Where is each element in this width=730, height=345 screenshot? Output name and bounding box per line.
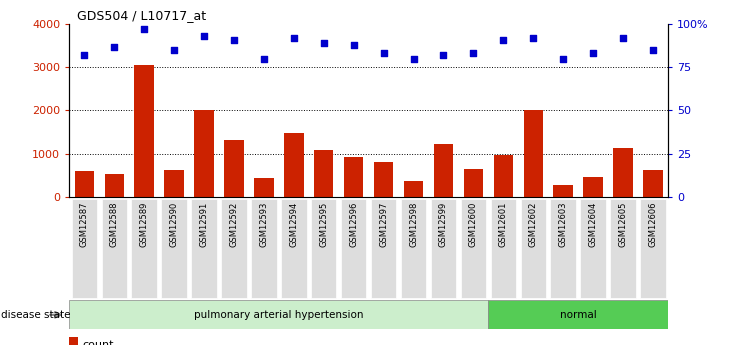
Point [618, 35, 629, 41]
FancyBboxPatch shape [520, 199, 546, 298]
Text: count: count [82, 339, 114, 345]
Point [168, 47, 180, 53]
Point [108, 44, 120, 49]
Text: GSM12590: GSM12590 [169, 202, 179, 247]
FancyBboxPatch shape [101, 199, 127, 298]
Text: GSM12587: GSM12587 [80, 202, 89, 247]
FancyBboxPatch shape [610, 199, 636, 298]
Text: GSM12606: GSM12606 [648, 202, 658, 247]
Text: GSM12595: GSM12595 [319, 202, 328, 247]
FancyBboxPatch shape [191, 199, 217, 298]
FancyBboxPatch shape [281, 199, 307, 298]
Bar [284, 133, 304, 197]
Point [228, 37, 239, 42]
Point [528, 35, 539, 41]
Bar [613, 148, 633, 197]
Text: GSM12591: GSM12591 [199, 202, 209, 247]
FancyBboxPatch shape [550, 199, 576, 298]
Bar [434, 145, 453, 197]
Text: GSM12593: GSM12593 [259, 202, 269, 247]
Text: disease state: disease state [1, 310, 70, 320]
Point [378, 51, 390, 56]
Text: GSM12598: GSM12598 [409, 202, 418, 247]
Text: GSM12589: GSM12589 [139, 202, 149, 247]
FancyBboxPatch shape [69, 300, 488, 329]
Bar [344, 157, 364, 197]
Point [407, 56, 419, 61]
Point [558, 56, 569, 61]
FancyBboxPatch shape [491, 199, 516, 298]
Point [318, 40, 330, 46]
FancyBboxPatch shape [371, 199, 396, 298]
FancyBboxPatch shape [488, 300, 668, 329]
FancyBboxPatch shape [431, 199, 456, 298]
Bar [404, 181, 423, 197]
Bar [74, 171, 94, 197]
Bar [134, 65, 154, 197]
Bar [314, 150, 334, 197]
Bar [553, 185, 573, 197]
Bar [164, 170, 184, 197]
Point [468, 51, 480, 56]
Point [648, 47, 659, 53]
Text: normal: normal [560, 310, 596, 320]
FancyBboxPatch shape [311, 199, 337, 298]
Text: GSM12605: GSM12605 [618, 202, 628, 247]
FancyBboxPatch shape [131, 199, 157, 298]
FancyBboxPatch shape [251, 199, 277, 298]
Bar [69, 337, 79, 345]
Bar [254, 178, 274, 197]
Point [199, 33, 210, 39]
Bar [104, 174, 124, 197]
Point [438, 52, 450, 58]
FancyBboxPatch shape [461, 199, 486, 298]
Text: GSM12601: GSM12601 [499, 202, 508, 247]
FancyBboxPatch shape [640, 199, 666, 298]
Point [258, 56, 270, 61]
Bar [643, 170, 663, 197]
Bar [374, 162, 393, 197]
Point [498, 37, 510, 42]
Point [139, 27, 150, 32]
Text: pulmonary arterial hypertension: pulmonary arterial hypertension [194, 310, 364, 320]
Text: GDS504 / L10717_at: GDS504 / L10717_at [77, 9, 206, 22]
Text: GSM12592: GSM12592 [229, 202, 239, 247]
Bar [523, 110, 543, 197]
FancyBboxPatch shape [72, 199, 97, 298]
Text: GSM12597: GSM12597 [379, 202, 388, 247]
FancyBboxPatch shape [161, 199, 187, 298]
Bar [583, 177, 603, 197]
Text: GSM12600: GSM12600 [469, 202, 478, 247]
Text: GSM12596: GSM12596 [349, 202, 358, 247]
FancyBboxPatch shape [580, 199, 606, 298]
Text: GSM12588: GSM12588 [110, 202, 119, 247]
Point [288, 35, 300, 41]
FancyBboxPatch shape [221, 199, 247, 298]
Bar [464, 169, 483, 197]
Text: GSM12603: GSM12603 [558, 202, 568, 247]
Text: GSM12599: GSM12599 [439, 202, 448, 247]
Point [587, 51, 599, 56]
FancyBboxPatch shape [401, 199, 426, 298]
Point [347, 42, 359, 48]
Bar [493, 155, 513, 197]
Point [78, 52, 91, 58]
FancyBboxPatch shape [341, 199, 366, 298]
Text: GSM12594: GSM12594 [289, 202, 299, 247]
Text: GSM12602: GSM12602 [529, 202, 538, 247]
Bar [224, 140, 244, 197]
Text: GSM12604: GSM12604 [588, 202, 598, 247]
Bar [194, 110, 214, 197]
